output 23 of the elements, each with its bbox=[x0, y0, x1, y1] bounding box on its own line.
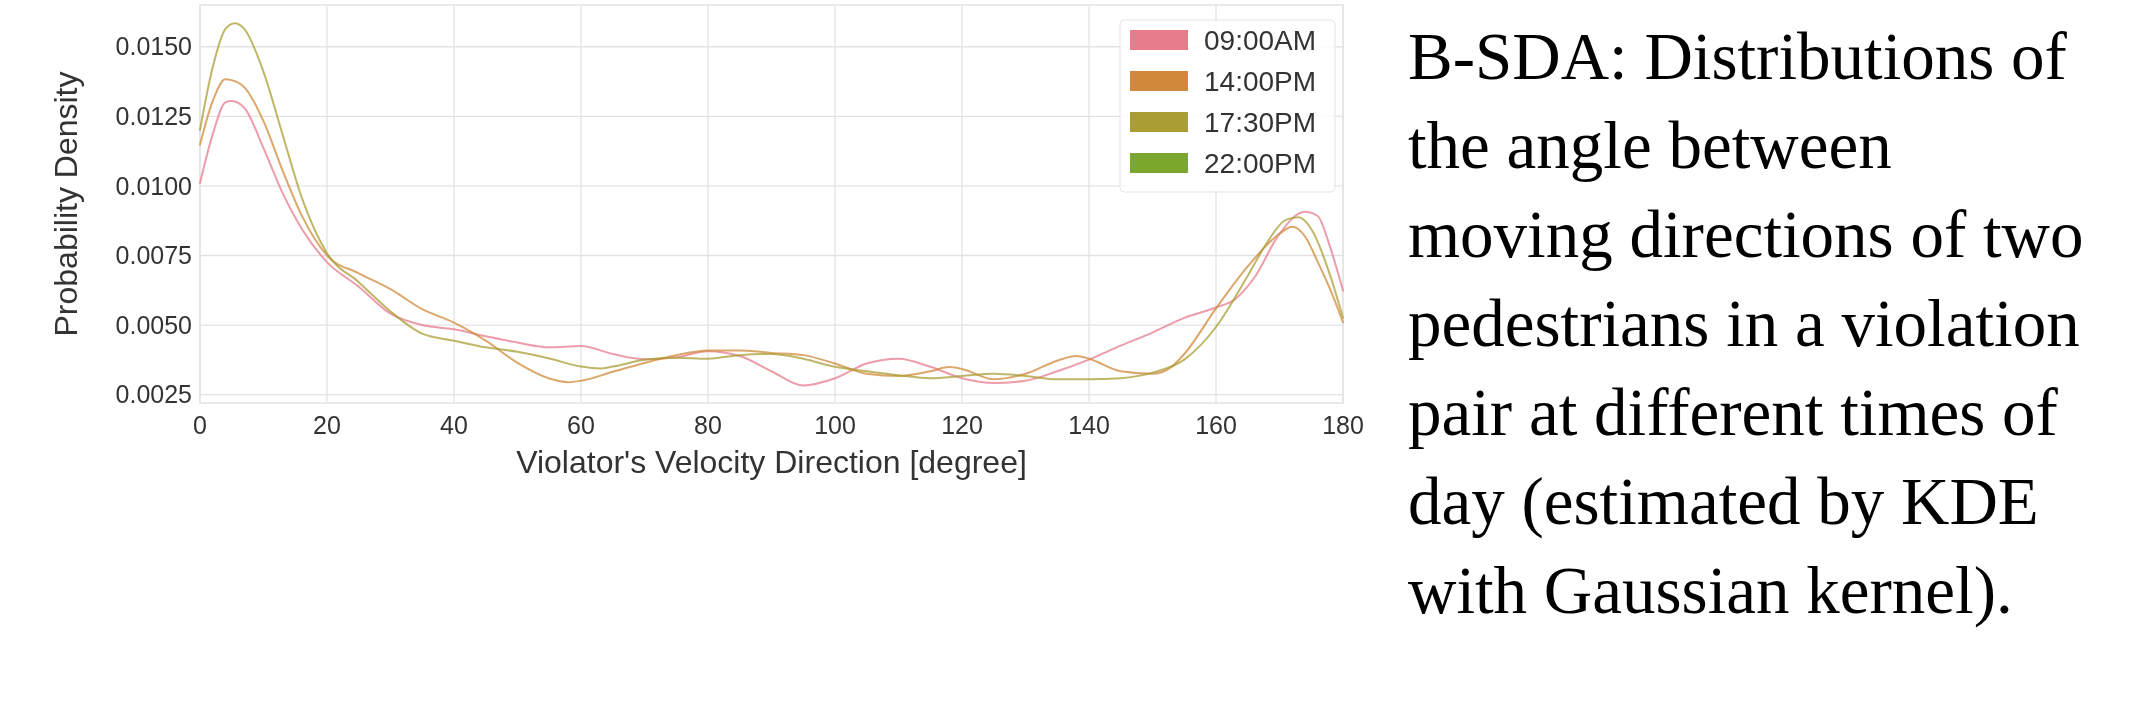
x-tick-label: 60 bbox=[567, 411, 595, 439]
x-tick-label: 100 bbox=[814, 411, 856, 439]
x-tick-label: 120 bbox=[941, 411, 983, 439]
x-tick-label: 0 bbox=[193, 411, 207, 439]
y-tick-label: 0.0075 bbox=[115, 241, 192, 270]
x-tick-label: 80 bbox=[694, 411, 722, 439]
text: B-SDA: Distributions of the angle between moving directions of two pedestrians in a violation pair at different times of day (estimated by KDE with Gaussian kernel). bbox=[1408, 18, 2085, 629]
legend-label: 17:30PM bbox=[1204, 107, 1317, 139]
x-tick-label: 180 bbox=[1322, 411, 1364, 439]
y-tick-label: 0.0100 bbox=[115, 171, 192, 200]
x-tick-label: 20 bbox=[313, 411, 341, 439]
x-tick-label: 160 bbox=[1195, 411, 1237, 439]
x-tick-label: 140 bbox=[1068, 411, 1110, 439]
x-tick-label: 40 bbox=[440, 411, 468, 439]
legend-label: 14:00PM bbox=[1204, 66, 1317, 98]
y-tick-label: 0.0150 bbox=[115, 32, 192, 61]
y-tick-label: 0.0050 bbox=[115, 310, 192, 339]
legend-label: 09:00AM bbox=[1204, 25, 1317, 57]
legend-label: 22:00PM bbox=[1204, 148, 1317, 180]
y-axis-title: Probability Density bbox=[48, 71, 84, 337]
y-tick-label: 0.0125 bbox=[115, 102, 192, 131]
y-tick-label: 0.0025 bbox=[115, 380, 192, 409]
x-axis-title: Violator's Velocity Direction [degree] bbox=[516, 444, 1027, 480]
